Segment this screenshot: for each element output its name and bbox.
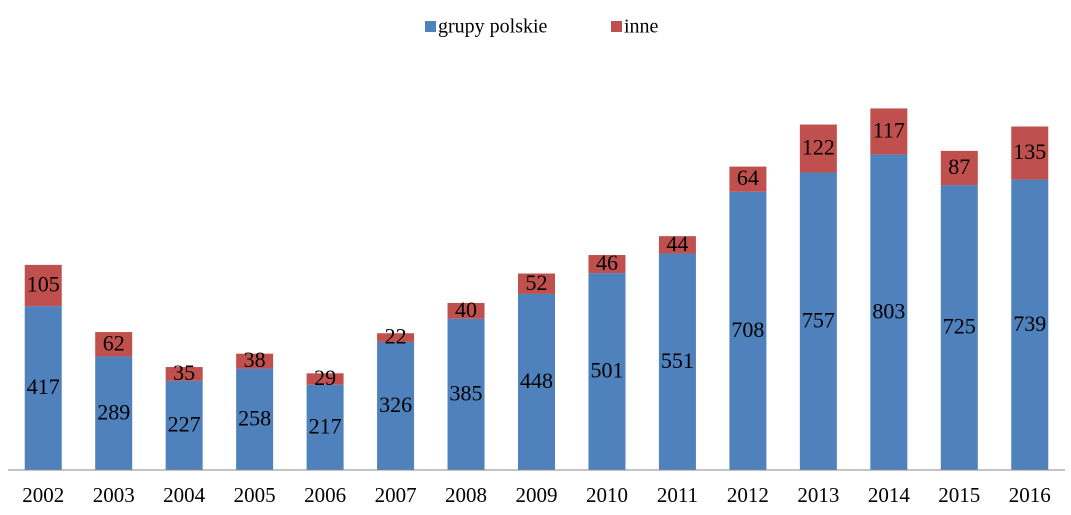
data-label: 448 xyxy=(520,368,553,393)
x-tick-label: 2016 xyxy=(1009,483,1051,507)
data-label: 38 xyxy=(244,347,266,372)
data-label: 117 xyxy=(873,117,905,142)
bar-segment xyxy=(377,341,415,470)
x-tick-label: 2012 xyxy=(727,483,769,507)
bar-segment xyxy=(588,273,626,470)
bar-segment xyxy=(306,384,344,470)
legend-label: grupy polskie xyxy=(438,16,548,38)
data-label: 227 xyxy=(168,411,201,436)
x-tick-label: 2013 xyxy=(797,483,839,507)
legend-label: inne xyxy=(624,16,659,38)
bar-segment xyxy=(165,367,203,381)
data-label: 29 xyxy=(314,365,336,390)
bar-segment xyxy=(447,318,485,470)
x-tick-label: 2008 xyxy=(445,483,487,507)
bar-segment xyxy=(870,154,908,470)
legend-swatch xyxy=(425,21,436,32)
bar-segment xyxy=(377,333,415,342)
data-label: 708 xyxy=(731,317,764,342)
bar-segment xyxy=(24,264,62,307)
x-tick-label: 2009 xyxy=(516,483,558,507)
x-tick-label: 2015 xyxy=(938,483,980,507)
legend-swatch xyxy=(611,21,622,32)
bar-segment xyxy=(940,150,978,186)
bar-segment xyxy=(729,166,767,192)
bar-segment xyxy=(518,273,555,294)
data-label: 44 xyxy=(666,231,688,256)
bar-segment xyxy=(1011,126,1049,180)
x-tick-label: 2003 xyxy=(93,483,135,507)
data-label: 258 xyxy=(238,405,271,430)
bar-segment xyxy=(940,185,978,470)
data-label: 385 xyxy=(450,380,483,405)
data-label: 22 xyxy=(385,324,407,349)
data-label: 551 xyxy=(661,348,694,373)
data-label: 62 xyxy=(103,330,125,355)
x-tick-label: 2011 xyxy=(657,483,698,507)
x-tick-label: 2004 xyxy=(163,483,206,507)
data-label: 122 xyxy=(802,135,835,160)
data-label: 135 xyxy=(1013,139,1046,164)
data-label: 52 xyxy=(526,270,548,295)
bar-segment xyxy=(518,293,555,470)
data-label: 40 xyxy=(455,297,477,322)
data-label: 289 xyxy=(97,399,130,424)
bar-segment xyxy=(236,368,274,470)
x-tick-label: 2007 xyxy=(375,483,417,507)
x-tick-label: 2014 xyxy=(868,483,911,507)
bar-segment xyxy=(95,332,133,357)
bar-segment xyxy=(799,124,837,173)
bar-segment xyxy=(24,306,62,470)
bar-segment xyxy=(1011,179,1049,470)
bar-segment xyxy=(95,356,133,470)
bar-segment xyxy=(870,108,908,155)
bar-segment xyxy=(799,172,837,470)
data-label: 725 xyxy=(943,314,976,339)
bar-segment xyxy=(658,236,696,254)
x-tick-label: 2006 xyxy=(304,483,346,507)
bar-segment xyxy=(729,191,767,471)
bar-segment xyxy=(236,353,274,369)
x-tick-label: 2002 xyxy=(22,483,64,507)
data-label: 757 xyxy=(802,307,835,332)
data-label: 105 xyxy=(27,272,60,297)
data-label: 326 xyxy=(379,392,412,417)
data-label: 64 xyxy=(737,165,759,190)
x-tick-label: 2010 xyxy=(586,483,628,507)
data-label: 46 xyxy=(596,250,618,275)
data-label: 739 xyxy=(1013,311,1046,336)
data-label: 35 xyxy=(173,360,195,385)
x-tick-label: 2005 xyxy=(234,483,276,507)
data-label: 87 xyxy=(948,154,970,179)
data-label: 217 xyxy=(309,413,342,438)
bar-segment xyxy=(658,253,696,470)
data-label: 417 xyxy=(27,374,60,399)
data-label: 501 xyxy=(590,358,623,383)
bar-segment xyxy=(165,380,203,470)
bar-segment xyxy=(588,255,626,274)
bar-segment xyxy=(447,302,485,319)
bar-segment xyxy=(306,373,344,385)
data-label: 803 xyxy=(872,298,905,323)
